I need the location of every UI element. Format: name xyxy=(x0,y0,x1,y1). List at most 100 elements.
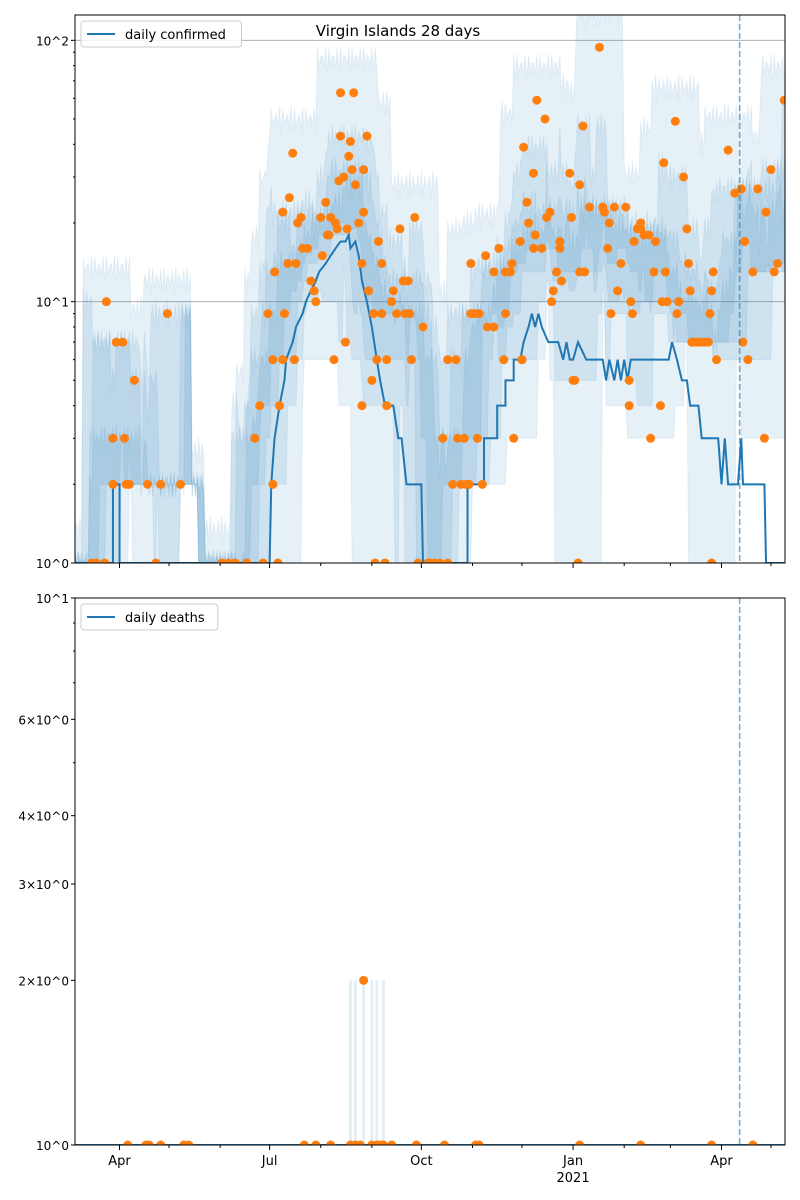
data-point xyxy=(406,355,416,365)
data-point xyxy=(547,297,557,307)
data-point xyxy=(156,479,166,489)
data-point xyxy=(242,558,252,563)
y-tick-label: 3×10^0 xyxy=(18,878,69,892)
data-point xyxy=(748,267,758,277)
data-point xyxy=(324,230,334,240)
y-tick-label: 4×10^0 xyxy=(18,810,69,824)
data-point xyxy=(528,168,538,178)
data-point xyxy=(459,433,469,443)
data-point xyxy=(603,243,613,253)
uncertainty-band xyxy=(375,980,379,1145)
data-point xyxy=(766,165,776,175)
data-point xyxy=(344,151,354,161)
data-point xyxy=(464,479,474,489)
data-point xyxy=(342,224,352,234)
data-point xyxy=(674,297,684,307)
data-point xyxy=(403,276,413,286)
data-point xyxy=(624,375,634,385)
data-point xyxy=(662,297,672,307)
y-tick-label: 10^1 xyxy=(36,296,69,310)
data-point xyxy=(499,355,509,365)
data-point xyxy=(443,558,453,563)
data-point xyxy=(540,114,550,124)
chart-title: Virgin Islands 28 days xyxy=(316,22,481,40)
data-point xyxy=(387,1140,397,1145)
data-point xyxy=(748,1140,758,1145)
data-point xyxy=(279,309,289,319)
data-point xyxy=(278,355,288,365)
y-tick-label: 10^0 xyxy=(36,1139,69,1153)
data-point xyxy=(474,309,484,319)
data-point xyxy=(345,137,355,147)
data-point xyxy=(482,322,492,332)
data-point xyxy=(707,1140,717,1145)
data-point xyxy=(651,236,661,246)
data-point xyxy=(472,433,482,443)
x-tick-label: Jul xyxy=(261,1154,278,1169)
data-point xyxy=(660,267,670,277)
data-point xyxy=(278,207,288,217)
data-point xyxy=(629,236,639,246)
data-point xyxy=(557,276,567,286)
data-point xyxy=(708,267,718,277)
data-point xyxy=(101,297,111,307)
data-point xyxy=(655,401,665,411)
data-point xyxy=(321,197,331,207)
data-point xyxy=(288,148,298,158)
data-point xyxy=(91,558,101,563)
data-point xyxy=(672,309,682,319)
deaths-axes: 10^0 2×10^0 3×10^0 4×10^0 6×10^0 10^1 Apr Jul Oc… xyxy=(18,592,786,1186)
data-point xyxy=(528,243,538,253)
data-point xyxy=(477,479,487,489)
data-point xyxy=(443,355,453,365)
data-point xyxy=(684,258,694,268)
data-point xyxy=(599,207,609,217)
data-point xyxy=(151,558,161,563)
data-point xyxy=(740,236,750,246)
data-point xyxy=(311,1140,321,1145)
data-point xyxy=(316,212,326,222)
data-point xyxy=(370,558,380,563)
data-point xyxy=(405,309,415,319)
data-point xyxy=(380,558,390,563)
data-point xyxy=(779,95,785,105)
legend-box xyxy=(80,20,242,48)
data-point xyxy=(289,355,299,365)
y-tick-label: 2×10^0 xyxy=(18,974,69,988)
data-point xyxy=(124,479,134,489)
data-point xyxy=(411,1140,421,1145)
uncertainty-band xyxy=(75,15,785,563)
data-point xyxy=(359,165,369,175)
data-point xyxy=(329,355,339,365)
data-point xyxy=(378,1140,388,1145)
data-point xyxy=(548,286,558,296)
data-point xyxy=(743,355,753,365)
data-point xyxy=(299,1140,309,1145)
data-point xyxy=(350,180,360,190)
data-point xyxy=(395,224,405,234)
data-point xyxy=(537,243,547,253)
data-point xyxy=(624,401,634,411)
data-point xyxy=(448,479,458,489)
data-point xyxy=(369,309,379,319)
data-point xyxy=(111,337,121,347)
data-point xyxy=(326,1140,336,1145)
x-tick-sublabel: 2021 xyxy=(557,1171,590,1186)
legend: daily deaths xyxy=(80,603,219,631)
data-point xyxy=(100,558,110,563)
data-point xyxy=(575,1140,585,1145)
data-point xyxy=(604,218,614,228)
data-point xyxy=(143,479,153,489)
data-point xyxy=(258,558,268,563)
x-tick-label: Oct xyxy=(410,1154,432,1169)
data-point xyxy=(275,401,285,411)
data-point xyxy=(340,337,350,347)
data-point xyxy=(377,258,387,268)
data-point xyxy=(176,479,186,489)
data-point xyxy=(517,355,527,365)
data-point xyxy=(532,95,542,105)
data-point xyxy=(524,218,534,228)
data-point xyxy=(108,479,118,489)
data-point xyxy=(362,131,372,141)
plot-area xyxy=(75,975,785,1145)
